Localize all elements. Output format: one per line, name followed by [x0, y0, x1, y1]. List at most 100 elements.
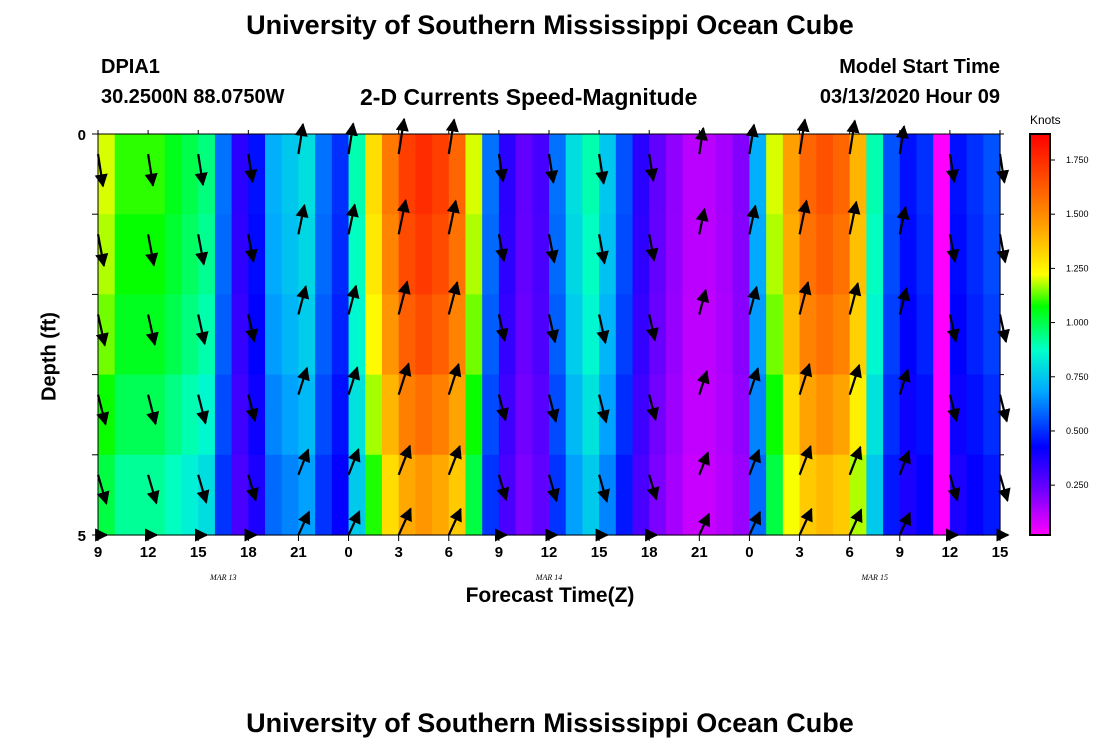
current-vector	[195, 314, 209, 346]
heatmap-cell	[983, 454, 1001, 536]
heatmap-cell	[832, 294, 851, 376]
heatmap-cell	[799, 134, 817, 215]
heatmap-cell	[231, 214, 249, 295]
current-vector	[595, 153, 609, 185]
heatmap-cell	[782, 214, 801, 295]
heatmap-cell	[615, 454, 634, 536]
heatmap-cell	[482, 134, 500, 215]
current-vector	[847, 200, 861, 235]
x-tick-label: 21	[290, 544, 307, 561]
heatmap-cell	[265, 214, 283, 295]
current-vector	[697, 451, 710, 476]
heatmap-cell	[565, 214, 583, 295]
current-vectors	[94, 117, 1011, 542]
x-tick-label: 6	[845, 544, 853, 561]
current-vector	[347, 366, 360, 396]
current-vector	[395, 117, 409, 155]
heatmap-cell	[933, 294, 951, 376]
heatmap-cell	[381, 214, 400, 295]
heatmap-cell	[131, 134, 149, 215]
current-vector	[347, 447, 361, 476]
heatmap-cell	[498, 214, 517, 295]
heatmap-cell	[498, 294, 517, 376]
heatmap-cell	[114, 134, 132, 215]
heatmap-cell	[415, 294, 433, 376]
current-vector	[296, 285, 310, 315]
heatmap-cell	[916, 374, 934, 456]
heatmap-cell	[782, 294, 801, 376]
y-tick-label: 0	[78, 127, 86, 144]
current-vector	[846, 119, 860, 155]
current-vector	[396, 198, 410, 235]
heatmap-cell	[749, 374, 767, 456]
heatmap-cell	[532, 214, 550, 295]
heatmap-cell	[599, 214, 617, 295]
heatmap-cell	[549, 454, 567, 536]
current-vector	[446, 199, 460, 235]
heatmap-cell	[214, 454, 233, 536]
current-vector	[898, 449, 911, 476]
colorbar-tick-label: 0.250	[1066, 480, 1089, 490]
colorbar-tick-label: 0.500	[1066, 426, 1089, 436]
heatmap-cell	[315, 454, 333, 536]
heatmap-cell	[331, 294, 350, 376]
heatmap-cell	[615, 134, 634, 215]
heatmap-cell	[933, 214, 951, 295]
heatmap-cell	[966, 454, 984, 536]
heatmap-cell	[665, 294, 684, 376]
current-vector	[596, 394, 610, 424]
current-vector	[798, 281, 812, 315]
heatmap-cell	[415, 454, 433, 536]
heatmap-cell	[749, 134, 767, 215]
heatmap-cell	[615, 294, 634, 376]
heatmap-cell	[365, 454, 383, 536]
heatmap-cell	[448, 294, 467, 376]
heatmap-cell	[415, 214, 433, 295]
date-label: MAR 15	[861, 573, 888, 582]
current-vector	[848, 363, 862, 396]
heatmap-cell	[849, 214, 867, 295]
heatmap-cell	[298, 294, 316, 376]
model-start-value: 03/13/2020 Hour 09	[819, 86, 1000, 108]
heatmap-cell	[482, 374, 500, 456]
heatmap-cell	[732, 214, 751, 295]
heatmap-cell	[682, 454, 700, 536]
current-vector	[344, 122, 358, 155]
heatmap-cell	[315, 374, 333, 456]
heatmap-cell	[331, 214, 350, 295]
heatmap-cell	[699, 134, 717, 215]
heatmap-cell	[699, 374, 717, 456]
heatmap-cell	[281, 374, 300, 456]
current-vector	[447, 507, 462, 536]
heatmap-cell	[532, 134, 550, 215]
station-id: DPIA1	[101, 56, 160, 78]
heatmap-cell	[465, 454, 483, 536]
heatmap-cell	[649, 454, 667, 536]
heatmap-cell	[883, 214, 901, 295]
heatmap-cell	[265, 134, 283, 215]
model-start-label: Model Start Time	[839, 56, 1000, 78]
current-vector	[645, 234, 659, 262]
heatmap-cell	[114, 214, 132, 295]
heatmap-cell	[949, 214, 968, 295]
heatmap-cell	[849, 134, 867, 215]
heatmap-cell	[949, 294, 968, 376]
heatmap-cell	[164, 294, 183, 376]
colorbar-tick-label: 1.000	[1066, 318, 1089, 328]
current-vector	[947, 474, 961, 502]
heatmap-cell	[231, 374, 249, 456]
x-tick-label: 18	[641, 544, 658, 561]
x-tick-label: 6	[445, 544, 453, 561]
current-vector	[546, 394, 560, 423]
current-vector	[897, 287, 911, 315]
heatmap-cell	[465, 294, 483, 376]
heatmap-cell	[832, 374, 851, 456]
current-vector	[397, 444, 412, 476]
heatmap-cell	[398, 294, 416, 376]
current-vector	[196, 474, 210, 504]
heatmap-cell	[899, 214, 918, 295]
current-vector	[244, 153, 258, 184]
heatmap-cell	[248, 374, 266, 456]
heatmap-cell	[983, 294, 1001, 376]
heatmap-cell	[699, 294, 717, 376]
